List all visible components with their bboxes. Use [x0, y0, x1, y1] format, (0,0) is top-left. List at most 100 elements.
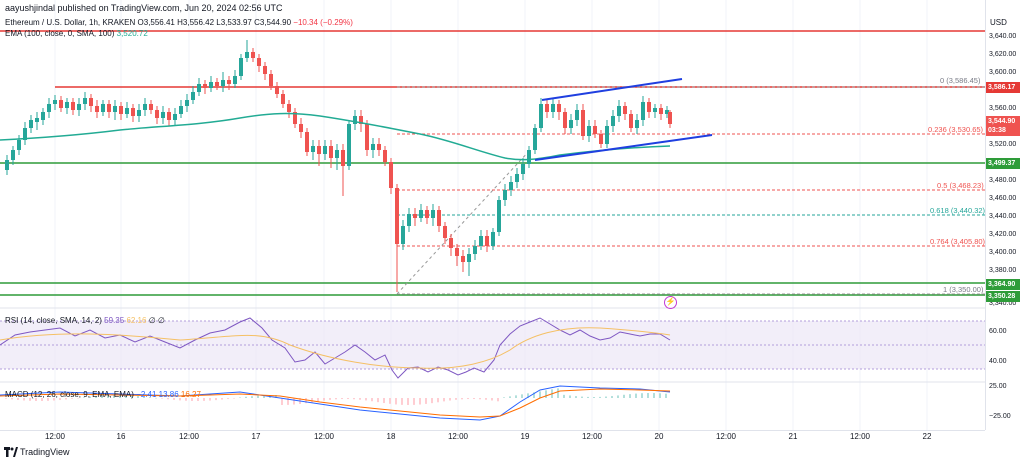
macd-histogram-bar [569, 395, 571, 398]
rsi-label[interactable]: RSI (14, close, SMA, 14, 2) [5, 316, 102, 325]
macd-histogram-bar [173, 398, 175, 400]
candle-body [47, 104, 51, 112]
candle-body [233, 76, 237, 84]
open-value: O3,556.41 [137, 18, 175, 27]
symbol-name[interactable]: Ethereum / U.S. Dollar, 1h, KRAKEN [5, 18, 136, 27]
macd-histogram-bar [413, 398, 415, 405]
candle-body [557, 104, 561, 112]
time-axis[interactable]: 12:00 16 12:00 17 12:00 18 12:00 19 12:0… [0, 430, 985, 442]
time-tick: 12:00 [447, 432, 469, 441]
candle-body [251, 52, 255, 58]
support-tag-2: 3,364.90 [986, 279, 1020, 290]
macd-histogram-bar [455, 398, 457, 400]
macd-histogram-bar [71, 398, 73, 399]
price-tick: 3,560.00 [989, 105, 1017, 112]
candle-body [167, 112, 171, 120]
macd-histogram-bar [209, 398, 211, 401]
candle-body [668, 112, 672, 124]
macd-histogram-bar [545, 390, 547, 398]
candle-body [377, 144, 381, 150]
time-tick: 20 [654, 432, 664, 441]
macd-histogram-bar [485, 398, 487, 400]
price-tick: 3,480.00 [989, 177, 1017, 184]
candle-body [539, 104, 543, 128]
candle-body [149, 104, 153, 110]
candle-body [209, 82, 213, 88]
macd-histogram-bar [401, 398, 403, 405]
price-tick: 3,640.00 [989, 33, 1017, 40]
macd-label[interactable]: MACD (12, 26, close, 9, EMA, EMA) [5, 390, 134, 399]
macd-histogram-bar [161, 398, 163, 399]
macd-histogram-bar [515, 395, 517, 398]
candle-body [155, 110, 159, 118]
currency-label[interactable]: USD [990, 18, 1007, 27]
candle-body [497, 200, 501, 232]
candle-body [329, 146, 333, 158]
candle-body [407, 214, 411, 226]
macd-histogram-bar [65, 398, 67, 400]
macd-histogram-bar [287, 398, 289, 405]
candle-body [77, 104, 81, 110]
candle-body [617, 106, 621, 116]
candle-body [341, 150, 345, 166]
price-scale[interactable]: 3,640.00 3,620.00 3,600.00 3,560.00 3,52… [985, 0, 1024, 430]
candle-body [281, 94, 285, 104]
macd-histogram-bar [491, 398, 493, 401]
candle-body [521, 164, 525, 174]
candle-body [17, 140, 21, 150]
macd-histogram-bar [119, 395, 121, 398]
candle-body [659, 108, 663, 114]
candle-body [137, 110, 141, 116]
candle-body [59, 100, 63, 108]
macd-histogram-bar [143, 396, 145, 398]
candle-body [95, 106, 99, 112]
macd-histogram-bar [437, 398, 439, 403]
macd-histogram-bar [479, 398, 481, 400]
candle-body [239, 58, 243, 76]
candle-body [23, 128, 27, 140]
macd-histogram-bar [125, 395, 127, 398]
candle-body [599, 134, 603, 144]
candle-body [53, 100, 57, 104]
candle-body [461, 256, 465, 262]
candle-body [179, 106, 183, 114]
candle-body [107, 104, 111, 112]
macd-histogram-bar [335, 398, 337, 400]
lightning-icon[interactable]: ⚡ [664, 296, 677, 309]
candle-body [485, 236, 489, 246]
macd-histogram-bar [317, 398, 319, 402]
macd-histogram-bar [149, 397, 151, 398]
candle-body [623, 106, 627, 114]
candle-body [437, 210, 441, 226]
candle-body [161, 112, 165, 118]
candle-body [443, 226, 447, 238]
macd-histogram-bar [257, 395, 259, 398]
time-tick: 21 [788, 432, 798, 441]
macd-histogram-bar [617, 395, 619, 398]
macd-histogram-bar [503, 397, 505, 398]
macd-histogram-bar [41, 398, 43, 401]
macd-histogram-bar [281, 398, 283, 405]
rsi-tick: 60.00 [989, 328, 1007, 335]
rsi-extra: ∅ ∅ [148, 316, 165, 325]
candle-body [245, 52, 249, 58]
macd-legend: MACD (12, 26, close, 9, EMA, EMA) −2.41 … [5, 390, 201, 399]
rsi-value: 59.35 [104, 316, 125, 325]
candle-body [293, 112, 297, 124]
candle-body [143, 104, 147, 110]
macd-histogram-bar [425, 398, 427, 404]
candle-body [227, 80, 231, 84]
time-tick: 12:00 [313, 432, 335, 441]
candle-body [215, 82, 219, 86]
candle-body [431, 210, 435, 218]
price-tag: 3,544.90 [986, 116, 1020, 127]
price-tick: 3,440.00 [989, 213, 1017, 220]
chart-canvas[interactable] [0, 0, 985, 430]
channel-upper-line [541, 78, 683, 101]
macd-histogram-bar [77, 398, 79, 399]
candle-body [257, 58, 261, 66]
candle-body [653, 108, 657, 112]
macd-histogram-bar [593, 396, 595, 398]
macd-histogram-bar [509, 396, 511, 398]
ema-label[interactable]: EMA (100, close, 0, SMA, 100) [5, 29, 115, 38]
